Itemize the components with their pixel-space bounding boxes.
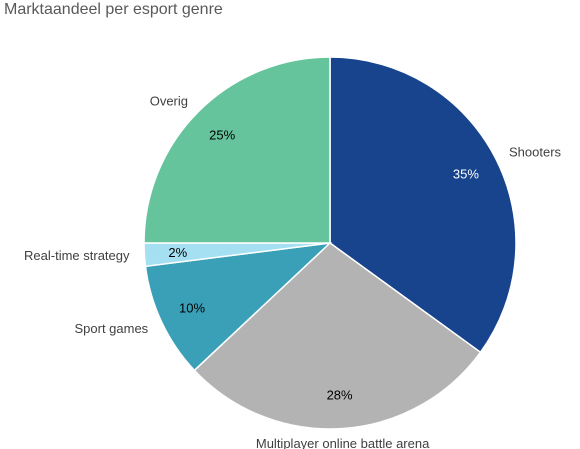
category-label: Overig [150,94,188,109]
category-label: Shooters [509,144,562,159]
percent-label: 35% [453,166,479,181]
percent-label: 28% [327,388,353,403]
category-label: Sport games [74,321,148,336]
category-label: Multiplayer online battle arena [256,436,430,449]
percent-label: 25% [209,128,235,143]
chart-title: Marktaandeel per esport genre [4,1,223,18]
percent-labels-layer: 35% 28% 10% 2% 25% [168,128,479,403]
category-label: Real-time strategy [24,248,130,263]
category-labels-layer: Shooters Multiplayer online battle arena S… [24,94,562,449]
pie-slice-multiplayer-online-battle-arena [193,242,482,430]
slices-layer [143,56,517,430]
pie-slice-sport-games [144,241,333,372]
pie-slice-overig [143,56,331,244]
pie-slice-shooters [329,56,517,354]
percent-label: 10% [179,300,205,315]
percent-label: 2% [168,245,187,260]
